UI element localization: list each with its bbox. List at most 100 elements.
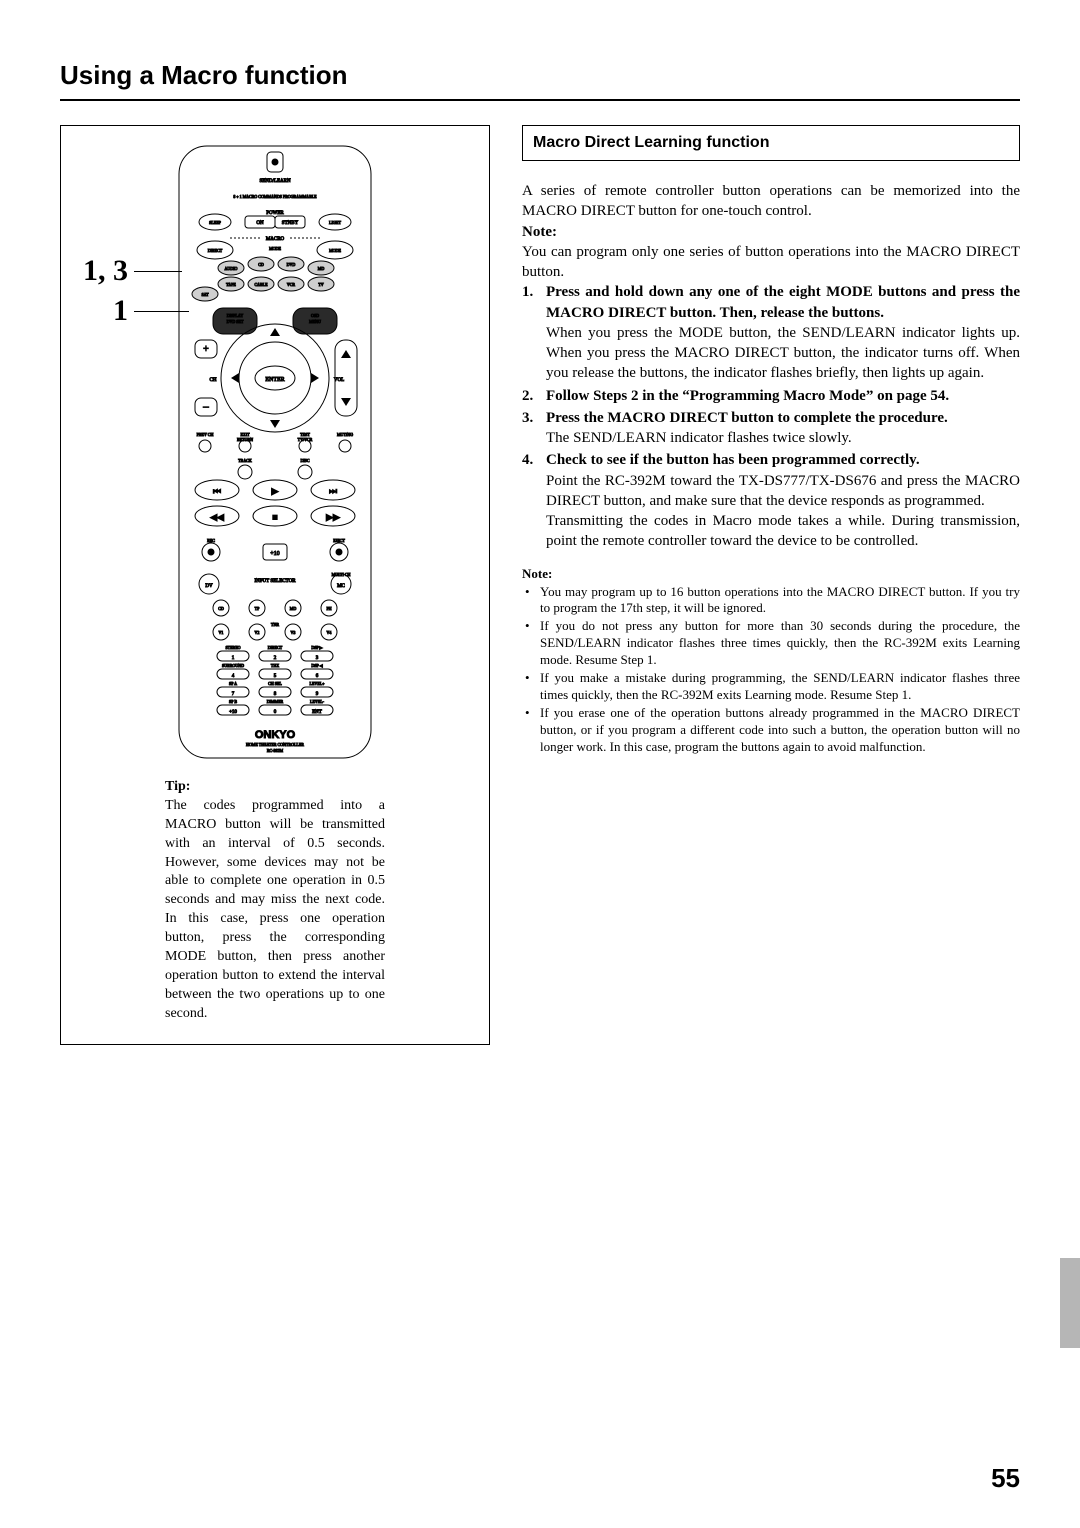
- right-column: Macro Direct Learning function A series …: [522, 125, 1020, 1045]
- svg-text:+10: +10: [270, 551, 279, 557]
- svg-text:6: 6: [316, 674, 319, 679]
- svg-text:DSP ▶: DSP ▶: [311, 645, 323, 650]
- svg-text:V4: V4: [327, 630, 332, 635]
- remote-box: 1, 3 1 SEND/LEARN 8 + 1 MACRO COMMA: [60, 125, 490, 1045]
- svg-text:⏭: ⏭: [329, 486, 337, 496]
- svg-text:CH SEL: CH SEL: [268, 681, 282, 686]
- side-tab: [1060, 1258, 1080, 1348]
- svg-text:+10: +10: [229, 710, 237, 715]
- svg-text:LIGHT: LIGHT: [329, 220, 342, 225]
- svg-text:CD: CD: [218, 606, 224, 611]
- svg-text:ENTER: ENTER: [265, 377, 284, 383]
- svg-text:MD: MD: [290, 606, 297, 611]
- svg-text:TRACK: TRACK: [238, 458, 252, 463]
- svg-text:MUTING: MUTING: [337, 432, 353, 437]
- svg-text:2: 2: [274, 656, 277, 661]
- svg-text:REC: REC: [207, 538, 215, 543]
- remote-figure: SEND/LEARN 8 + 1 MACRO COMMANDS PROGRAMM…: [175, 142, 375, 762]
- section-heading: Macro Direct Learning function: [533, 134, 1009, 152]
- notes-list: You may program up to 16 button operatio…: [522, 584, 1020, 756]
- svg-text:TP: TP: [255, 606, 260, 611]
- svg-text:STEREO: STEREO: [225, 645, 240, 650]
- svg-text:MODE: MODE: [269, 246, 281, 251]
- svg-text:EJECT: EJECT: [333, 538, 345, 543]
- svg-text:8: 8: [274, 692, 277, 697]
- svg-text:DIRECT: DIRECT: [208, 248, 223, 253]
- svg-text:LEVEL-: LEVEL-: [310, 699, 325, 704]
- svg-text:MACRO: MACRO: [266, 237, 285, 242]
- svg-text:SURROUND: SURROUND: [222, 663, 244, 668]
- callouts: 1, 3 1: [83, 254, 189, 332]
- callout-b: 1: [113, 294, 128, 328]
- svg-text:7: 7: [232, 692, 235, 697]
- svg-text:5: 5: [274, 674, 277, 679]
- svg-text:SLEEP: SLEEP: [209, 220, 222, 225]
- svg-text:RETURN: RETURN: [237, 437, 253, 442]
- svg-text:SAT: SAT: [201, 292, 209, 297]
- page-number: 55: [991, 1463, 1020, 1494]
- svg-text:0: 0: [274, 710, 277, 715]
- svg-text:SP B: SP B: [229, 699, 237, 704]
- svg-text:DSP ◀: DSP ◀: [311, 663, 323, 668]
- content-columns: 1, 3 1 SEND/LEARN 8 + 1 MACRO COMMA: [60, 125, 1020, 1045]
- svg-text:TNR: TNR: [271, 622, 279, 627]
- svg-text:⏮: ⏮: [213, 486, 221, 496]
- svg-text:TAPE: TAPE: [226, 282, 236, 287]
- svg-text:INPUT SELECTOR: INPUT SELECTOR: [254, 579, 296, 584]
- svg-text:LEVEL+: LEVEL+: [310, 681, 326, 686]
- svg-text:RC-392M: RC-392M: [267, 748, 284, 753]
- notes-label: Note:: [522, 566, 1020, 582]
- tip-block: Tip: The codes programmed into a MACRO b…: [75, 778, 475, 1024]
- svg-text:TV: TV: [318, 282, 323, 287]
- note-body: You can program only one series of butto…: [522, 242, 1020, 283]
- svg-text:MD: MD: [318, 266, 325, 271]
- svg-text:9: 9: [316, 692, 319, 697]
- svg-text:PH: PH: [326, 606, 331, 611]
- svg-text:PREV CH: PREV CH: [197, 432, 214, 437]
- svg-text:■: ■: [272, 512, 277, 522]
- svg-text:V3: V3: [291, 630, 296, 635]
- left-column: 1, 3 1 SEND/LEARN 8 + 1 MACRO COMMA: [60, 125, 490, 1045]
- tip-heading: Tip:: [165, 779, 190, 794]
- svg-text:POWER: POWER: [266, 211, 284, 216]
- svg-text:1: 1: [232, 656, 235, 661]
- svg-text:DV: DV: [205, 584, 213, 589]
- svg-text:DIMMER: DIMMER: [267, 699, 284, 704]
- svg-text:▶: ▶: [272, 486, 279, 496]
- page-title: Using a Macro function: [60, 60, 1020, 91]
- svg-text:3: 3: [316, 656, 319, 661]
- svg-text:−: −: [203, 400, 210, 414]
- svg-text:ENT: ENT: [312, 710, 322, 715]
- callout-line: [134, 311, 189, 312]
- svg-text:DIRECT: DIRECT: [268, 645, 283, 650]
- svg-text:4: 4: [232, 674, 235, 679]
- svg-text:DISC: DISC: [300, 458, 309, 463]
- title-rule: [60, 99, 1020, 101]
- svg-text:DVD: DVD: [287, 262, 296, 267]
- svg-text:AUDIO: AUDIO: [225, 266, 238, 271]
- steps-list: Press and hold down any one of the eight…: [522, 282, 1020, 551]
- svg-text:MC: MC: [337, 584, 345, 589]
- svg-text:HOME THEATER CONTROLLER: HOME THEATER CONTROLLER: [246, 742, 304, 747]
- svg-text:ONKYO: ONKYO: [255, 729, 296, 741]
- svg-text:◀◀: ◀◀: [210, 512, 224, 522]
- svg-text:TV/VCR: TV/VCR: [298, 437, 313, 442]
- svg-text:+: +: [203, 344, 209, 355]
- svg-text:CH: CH: [210, 378, 217, 383]
- section-heading-box: Macro Direct Learning function: [522, 125, 1020, 161]
- svg-text:SP A: SP A: [229, 681, 237, 686]
- svg-text:DISPLAYDVD SET: DISPLAYDVD SET: [227, 313, 244, 324]
- callout-line: [134, 271, 182, 272]
- svg-text:V2: V2: [255, 630, 260, 635]
- tip-body: The codes programmed into a MACRO button…: [165, 798, 385, 1021]
- svg-text:SEND/LEARN: SEND/LEARN: [259, 179, 291, 184]
- svg-text:MODE: MODE: [329, 248, 341, 253]
- svg-text:8 + 1 MACRO COMMANDS PROGRAMMA: 8 + 1 MACRO COMMANDS PROGRAMMABLE: [233, 194, 317, 199]
- svg-text:ON: ON: [256, 221, 264, 226]
- svg-text:CD: CD: [258, 262, 264, 267]
- svg-text:CABLE: CABLE: [254, 282, 268, 287]
- svg-text:THX: THX: [271, 663, 279, 668]
- svg-text:V1: V1: [219, 630, 224, 635]
- svg-text:VCR: VCR: [287, 282, 296, 287]
- section-intro: A series of remote controller button ope…: [522, 181, 1020, 222]
